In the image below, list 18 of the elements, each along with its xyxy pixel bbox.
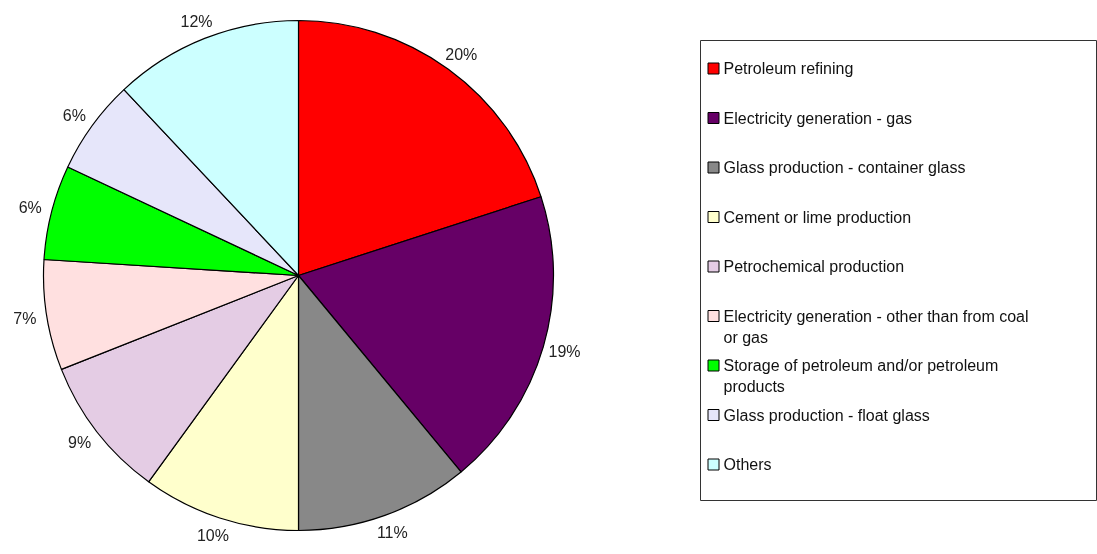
data-label: 9% — [68, 434, 92, 452]
data-label: 12% — [180, 13, 213, 31]
legend-label: Cement or lime production — [723, 208, 912, 226]
data-label: 6% — [62, 106, 86, 124]
legend-label: Electricity generation - other than from coal or gas — [723, 307, 1029, 346]
legend-label: Storage of petroleum and/or petroleum products — [723, 357, 999, 395]
legend-label: Glass production - float glass — [723, 406, 930, 424]
legend-label: Electricity generation - gas — [723, 109, 913, 127]
data-label: 19% — [548, 343, 581, 361]
legend-label: Glass production - container glass — [723, 159, 966, 176]
legend-label: Others — [723, 456, 772, 473]
data-label: 10% — [196, 526, 229, 544]
legend-label: Petrochemical production — [723, 258, 905, 275]
data-label: 7% — [13, 309, 37, 327]
data-label: 11% — [376, 523, 408, 541]
data-label: 20% — [445, 46, 478, 64]
data-label: 6% — [18, 199, 42, 217]
legend-label: Petroleum refining — [723, 60, 854, 77]
